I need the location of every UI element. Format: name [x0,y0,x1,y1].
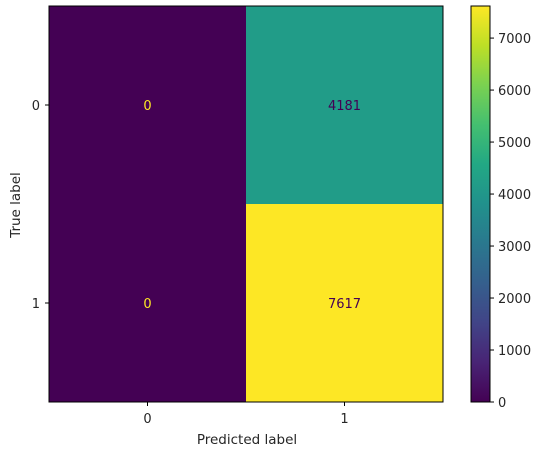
matrix-cell [49,6,246,204]
colorbar: 0 1000 2000 3000 4000 5000 6000 7000 [470,5,531,411]
colorbar-tick-label: 3000 [498,240,531,255]
x-tick-label: 1 [340,412,348,427]
cell-value-label: 4181 [328,99,361,114]
colorbar-tick-label: 5000 [498,136,531,151]
cell-value-label: 0 [143,297,151,312]
colorbar-tick-label: 1000 [498,344,531,359]
matrix-cell [246,6,443,204]
colorbar-tick-label: 0 [498,396,506,411]
x-tick-label: 0 [143,412,151,427]
colorbar-gradient [470,5,491,403]
colorbar-tick-label: 7000 [498,32,531,47]
y-tick-label: 0 [32,99,40,114]
colorbar-tick-label: 4000 [498,188,531,203]
matrix-cell [49,204,246,402]
x-axis-label: Predicted label [197,432,297,448]
matrix-cell [246,204,443,402]
colorbar-tick-label: 6000 [498,84,531,99]
y-axis-label: True label [8,172,24,239]
plot-frame [48,5,444,403]
matrix-plot-area: 0 4181 0 7617 0 1 0 1 [32,5,444,427]
cell-value-label: 0 [143,99,151,114]
colorbar-tick-label: 2000 [498,292,531,307]
cell-value-label: 7617 [328,297,361,312]
y-tick-label: 1 [32,297,40,312]
